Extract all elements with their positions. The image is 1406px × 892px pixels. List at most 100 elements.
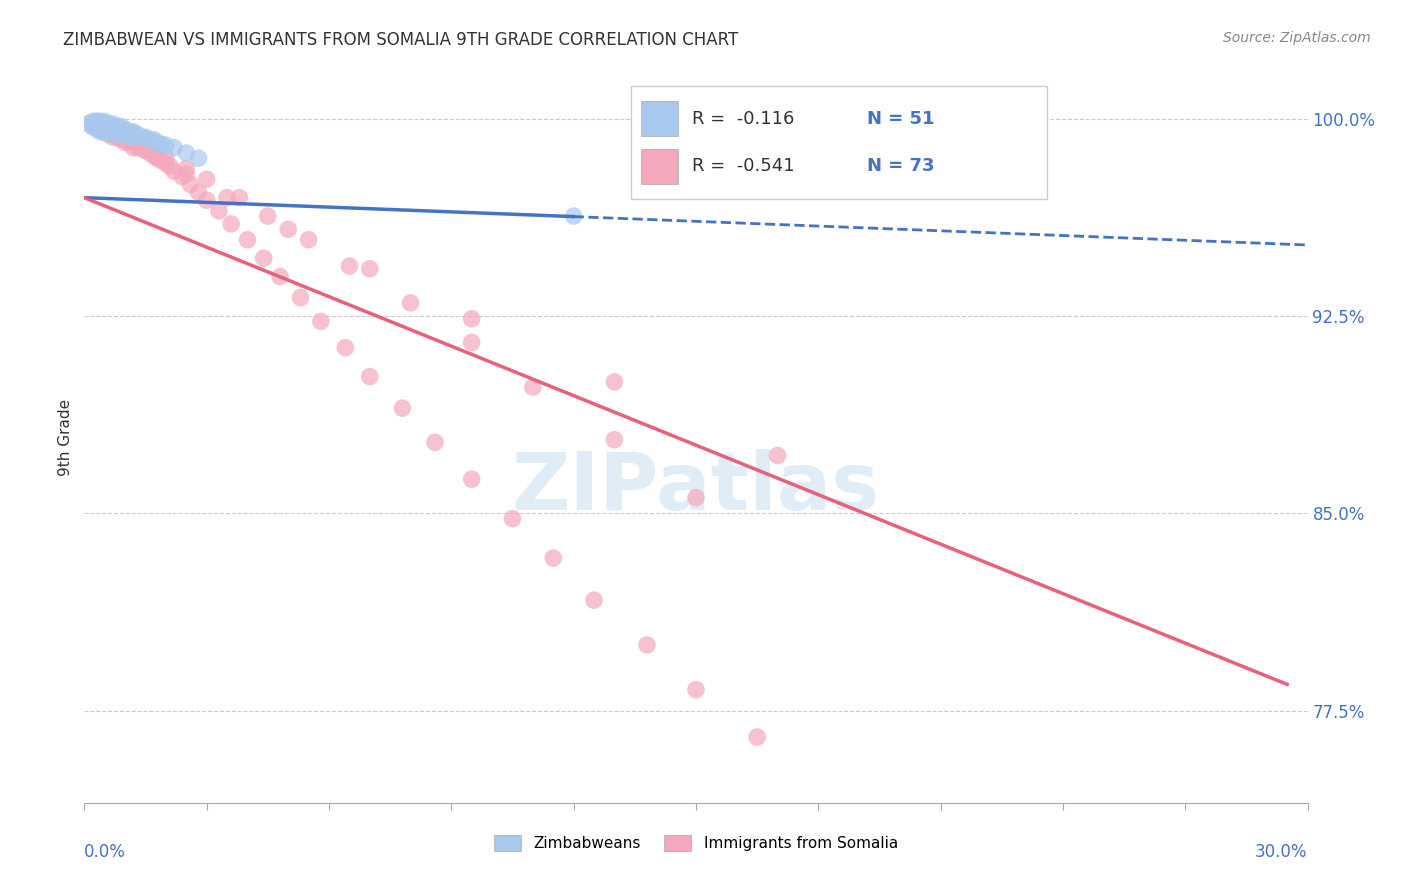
Point	[122, 136, 145, 150]
Point	[131, 141, 153, 155]
Point	[461, 472, 484, 486]
Point	[93, 125, 115, 139]
Point	[110, 128, 132, 142]
Point	[114, 122, 136, 136]
Point	[766, 449, 789, 463]
Point	[217, 191, 239, 205]
Point	[277, 222, 299, 236]
Y-axis label: 9th Grade: 9th Grade	[58, 399, 73, 475]
Point	[187, 186, 209, 200]
Point	[522, 380, 544, 394]
Point	[97, 117, 120, 131]
Point	[138, 145, 160, 160]
Point	[257, 209, 280, 223]
Point	[172, 169, 194, 184]
Point	[105, 125, 128, 139]
FancyBboxPatch shape	[631, 86, 1047, 200]
Bar	[641, 149, 678, 184]
Point	[163, 164, 186, 178]
Point	[86, 120, 108, 134]
Point	[127, 128, 149, 142]
Point	[101, 117, 124, 131]
Point	[82, 117, 104, 131]
Point	[90, 125, 112, 139]
Point	[174, 167, 197, 181]
Text: R =  -0.541: R = -0.541	[692, 158, 794, 176]
Point	[208, 203, 231, 218]
Point	[399, 296, 422, 310]
Point	[86, 117, 108, 131]
Point	[502, 511, 524, 525]
Point	[110, 122, 132, 136]
Point	[114, 125, 136, 139]
Point	[122, 128, 145, 142]
Point	[543, 551, 565, 566]
Point	[93, 114, 115, 128]
Point	[685, 682, 707, 697]
Point	[339, 259, 361, 273]
Text: R =  -0.116: R = -0.116	[692, 110, 794, 128]
Point	[195, 172, 218, 186]
Point	[359, 261, 381, 276]
Legend: Zimbabweans, Immigrants from Somalia: Zimbabweans, Immigrants from Somalia	[488, 830, 904, 857]
Point	[86, 114, 108, 128]
Point	[174, 161, 197, 176]
Point	[150, 153, 173, 168]
Point	[105, 122, 128, 136]
Text: 0.0%: 0.0%	[84, 843, 127, 861]
Point	[90, 117, 112, 131]
Point	[110, 120, 132, 134]
Point	[298, 233, 321, 247]
Point	[309, 314, 332, 328]
Point	[146, 136, 169, 150]
Point	[93, 120, 115, 134]
Point	[603, 375, 626, 389]
Point	[127, 130, 149, 145]
Point	[461, 335, 484, 350]
Point	[97, 122, 120, 136]
Point	[122, 141, 145, 155]
Text: ZIMBABWEAN VS IMMIGRANTS FROM SOMALIA 9TH GRADE CORRELATION CHART: ZIMBABWEAN VS IMMIGRANTS FROM SOMALIA 9T…	[63, 31, 738, 49]
Point	[159, 159, 181, 173]
Point	[114, 128, 136, 142]
Point	[101, 128, 124, 142]
Point	[127, 138, 149, 153]
Point	[174, 145, 197, 160]
Point	[269, 269, 291, 284]
Text: ZIPatlas: ZIPatlas	[512, 450, 880, 527]
Point	[195, 194, 218, 208]
Point	[603, 433, 626, 447]
Point	[155, 138, 177, 153]
Point	[82, 120, 104, 134]
Point	[114, 130, 136, 145]
Point	[747, 730, 769, 744]
Point	[110, 133, 132, 147]
Point	[122, 125, 145, 139]
Point	[90, 114, 112, 128]
Point	[146, 151, 169, 165]
Bar	[641, 102, 678, 136]
Point	[135, 143, 157, 157]
Point	[86, 122, 108, 136]
Point	[146, 151, 169, 165]
Point	[150, 138, 173, 153]
Point	[391, 401, 413, 416]
Point	[105, 120, 128, 134]
Point	[685, 491, 707, 505]
Point	[290, 291, 312, 305]
Point	[163, 141, 186, 155]
Text: N = 51: N = 51	[868, 110, 935, 128]
Point	[127, 141, 149, 155]
Point	[90, 120, 112, 134]
Point	[335, 341, 357, 355]
Point	[135, 143, 157, 157]
Point	[131, 130, 153, 145]
Point	[155, 156, 177, 170]
Point	[93, 125, 115, 139]
Point	[135, 130, 157, 145]
Point	[187, 151, 209, 165]
Point	[118, 130, 141, 145]
Point	[118, 133, 141, 147]
Point	[101, 130, 124, 145]
Text: N = 73: N = 73	[868, 158, 935, 176]
